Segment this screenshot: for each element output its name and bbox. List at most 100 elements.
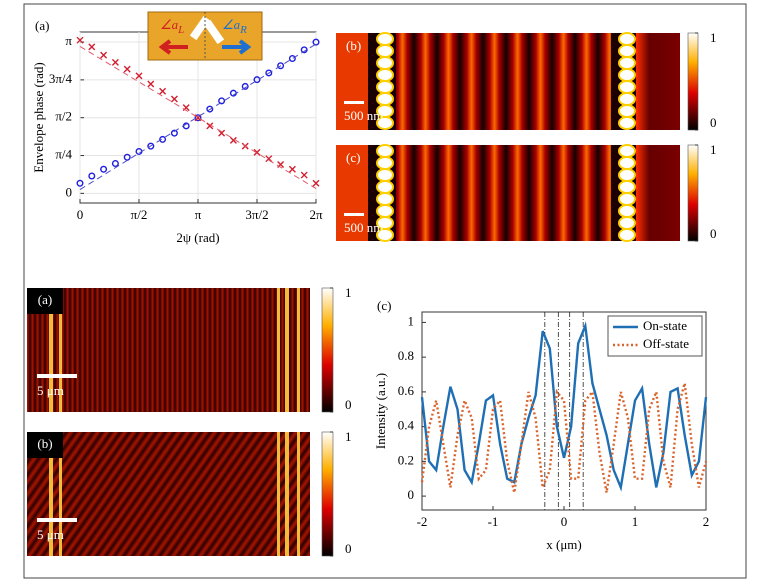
inset-label: ∠aR bbox=[222, 17, 247, 36]
image-panel: (b) 5 μm 0 1 bbox=[27, 429, 352, 557]
image-stripes bbox=[396, 145, 611, 241]
data-point bbox=[288, 165, 296, 173]
image-bead bbox=[618, 32, 636, 46]
image-bright-line bbox=[59, 288, 62, 412]
data-point bbox=[147, 142, 155, 150]
image-bead bbox=[376, 156, 394, 170]
x-tick-label: 2π bbox=[309, 207, 323, 222]
data-point bbox=[218, 97, 226, 105]
colorbar bbox=[321, 287, 334, 413]
data-point bbox=[135, 72, 143, 80]
x-tick-label: 0 bbox=[77, 207, 84, 222]
x-tick-label: -2 bbox=[417, 514, 428, 529]
image-bead bbox=[618, 56, 636, 70]
y-tick-label: 0.2 bbox=[398, 452, 414, 467]
data-point bbox=[111, 160, 119, 168]
image-bead bbox=[376, 68, 394, 82]
data-point bbox=[312, 38, 320, 46]
x-tick-label: -1 bbox=[488, 514, 499, 529]
image-bead bbox=[376, 80, 394, 94]
inset-arrow bbox=[222, 39, 252, 55]
scale-bar-label: 5 μm bbox=[37, 527, 64, 542]
colorbar bbox=[687, 32, 699, 131]
data-point bbox=[76, 36, 84, 44]
colorbar bbox=[321, 431, 334, 557]
x-tick-label: 2 bbox=[703, 514, 710, 529]
y-tick-label: 3π/4 bbox=[49, 71, 73, 86]
data-point bbox=[76, 179, 84, 187]
scale-bar bbox=[344, 101, 364, 104]
data-line bbox=[420, 321, 708, 492]
x-tick-label: 0 bbox=[561, 514, 568, 529]
data-point bbox=[100, 51, 108, 59]
x-tick-label: π/2 bbox=[131, 207, 148, 222]
panel-label: (a) bbox=[35, 18, 49, 33]
data-line bbox=[79, 46, 317, 189]
legend-label: On-state bbox=[643, 318, 687, 333]
image-bead bbox=[618, 216, 636, 230]
scale-bar-label: 500 nm bbox=[344, 108, 383, 123]
image-bead bbox=[618, 92, 636, 106]
image-bead bbox=[376, 32, 394, 46]
colorbar bbox=[687, 144, 699, 242]
data-point bbox=[241, 82, 249, 90]
data-line bbox=[420, 382, 708, 493]
inset-rod bbox=[203, 19, 225, 45]
data-point bbox=[88, 172, 96, 180]
image-label: (a) bbox=[38, 292, 52, 307]
image-bead bbox=[376, 204, 394, 218]
data-point bbox=[159, 135, 167, 143]
legend-box bbox=[607, 315, 703, 357]
image-bright-line bbox=[59, 432, 62, 556]
colorbar-tick-label: 1 bbox=[345, 429, 352, 444]
image-bead bbox=[618, 104, 636, 118]
scale-bar bbox=[344, 213, 364, 216]
image-bead bbox=[618, 156, 636, 170]
y-tick-label: 0.4 bbox=[398, 418, 415, 433]
data-point bbox=[253, 148, 261, 156]
image-bright-line bbox=[277, 288, 280, 412]
data-point bbox=[265, 155, 273, 163]
inset-subscript: R bbox=[239, 24, 247, 36]
colorbar-tick-label: 0 bbox=[710, 226, 717, 241]
inset-arrow bbox=[158, 39, 188, 55]
data-point bbox=[170, 129, 178, 137]
colorbar-tick-label: 1 bbox=[345, 285, 352, 300]
inset-label: ∠aL bbox=[160, 17, 184, 36]
image-right bbox=[636, 145, 680, 241]
image-right bbox=[636, 33, 680, 130]
y-axis-label: Intensity (a.u.) bbox=[373, 373, 388, 449]
y-axis-label: Envelope phase (rad) bbox=[31, 62, 46, 172]
image-panel: 500 nm (b) 0 1 bbox=[336, 30, 717, 131]
data-point bbox=[170, 95, 178, 103]
image-bead bbox=[618, 228, 636, 242]
data-point bbox=[277, 62, 285, 70]
x-axis-label: x (μm) bbox=[546, 537, 582, 552]
colorbar-tick-label: 0 bbox=[710, 115, 717, 130]
scale-bar bbox=[37, 518, 77, 522]
y-tick-label: π/4 bbox=[55, 147, 72, 162]
image-bead bbox=[618, 80, 636, 94]
inset-symbol: ∠a bbox=[160, 17, 179, 32]
colorbar-tick-label: 0 bbox=[345, 541, 352, 556]
image-bead bbox=[376, 192, 394, 206]
data-point bbox=[300, 171, 308, 179]
image-bead bbox=[376, 180, 394, 194]
image-bead bbox=[376, 144, 394, 158]
image-bead bbox=[376, 44, 394, 58]
image-bead bbox=[618, 168, 636, 182]
image-bead bbox=[376, 228, 394, 242]
image-left bbox=[336, 33, 368, 130]
image-bead bbox=[618, 44, 636, 58]
image-bead bbox=[618, 116, 636, 130]
image-bead bbox=[376, 56, 394, 70]
image-panel: (a) 5 μm 0 1 bbox=[27, 285, 352, 413]
y-tick-label: 0 bbox=[66, 184, 73, 199]
x-tick-label: 3π/2 bbox=[245, 207, 268, 222]
data-point bbox=[300, 46, 308, 54]
x-tick-label: 1 bbox=[632, 514, 639, 529]
data-point bbox=[159, 87, 167, 95]
y-tick-label: π bbox=[65, 33, 72, 48]
colorbar-tick-label: 0 bbox=[345, 397, 352, 412]
image-bead bbox=[618, 144, 636, 158]
